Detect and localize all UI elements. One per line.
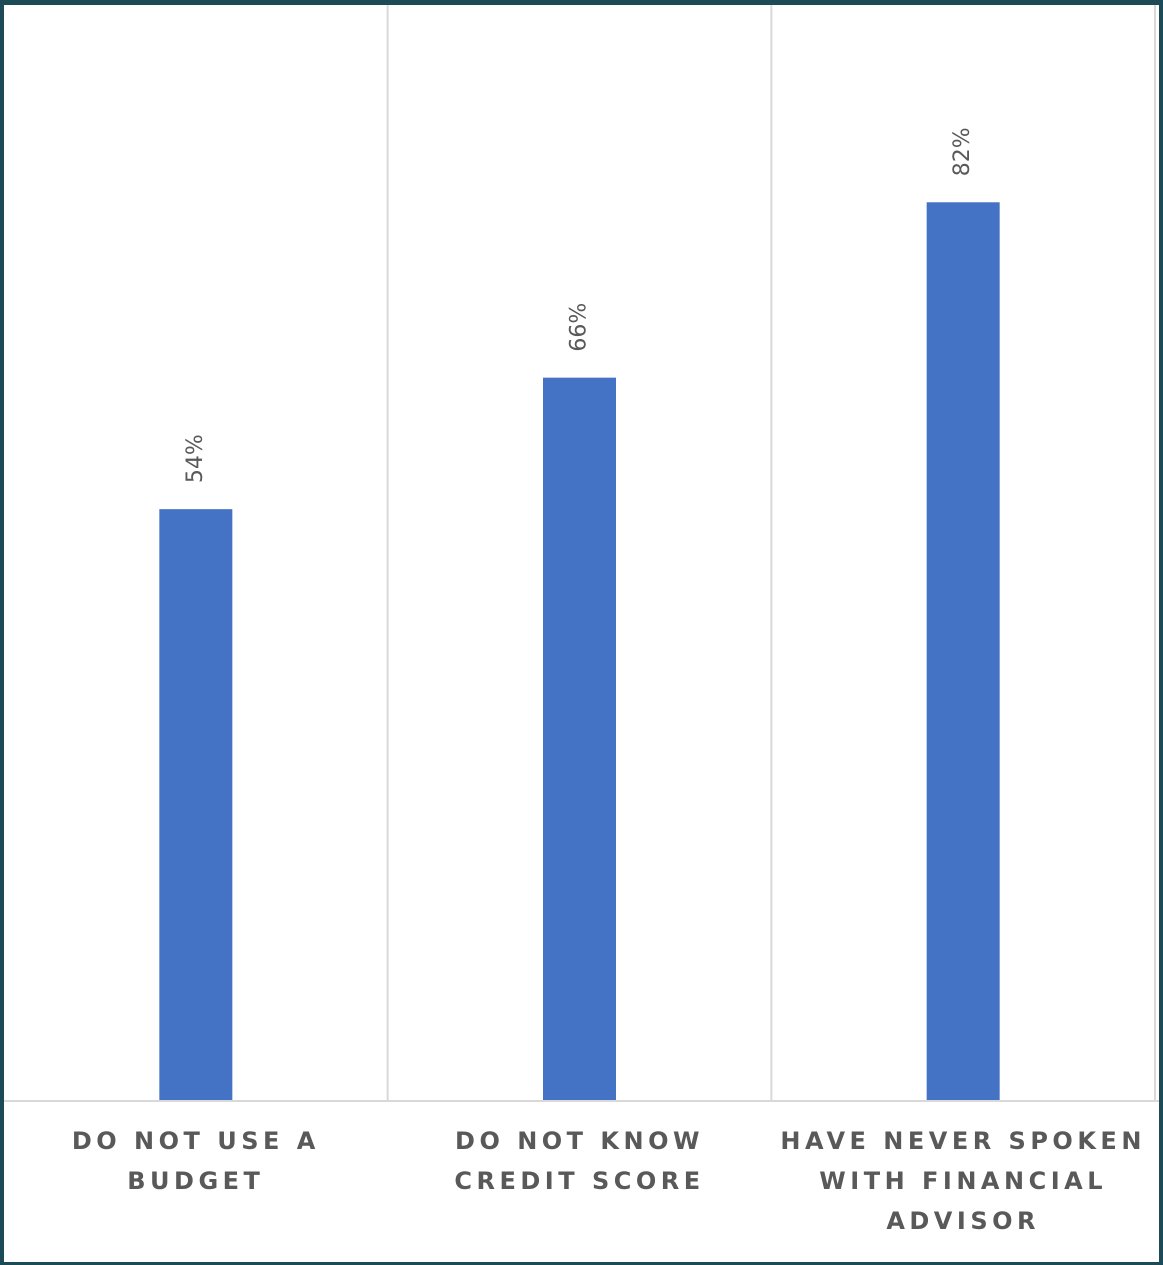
category-label-budget: DO NOT USE A BUDGET xyxy=(71,1127,320,1195)
category-label-financial-advisor: HAVE NEVER SPOKEN WITH FINANCIAL ADVISOR xyxy=(780,1127,1146,1235)
bar-chart: 54% 66% 82% xyxy=(4,5,1159,1102)
bars xyxy=(159,202,1000,1101)
category-label-credit-score: DO NOT KNOW CREDIT SCORE xyxy=(454,1127,705,1195)
chart-frame: 54% 66% 82% DO NOT USE A BUDGET DO NOT KNO… xyxy=(4,5,1159,1262)
data-labels: 54% 66% 82% xyxy=(183,127,975,483)
data-label: 66% xyxy=(567,303,592,352)
bar xyxy=(926,202,1000,1101)
data-label: 54% xyxy=(183,434,208,483)
data-label: 82% xyxy=(950,127,975,176)
bar xyxy=(159,509,233,1101)
bar xyxy=(543,377,616,1101)
gridlines xyxy=(386,5,1156,1101)
